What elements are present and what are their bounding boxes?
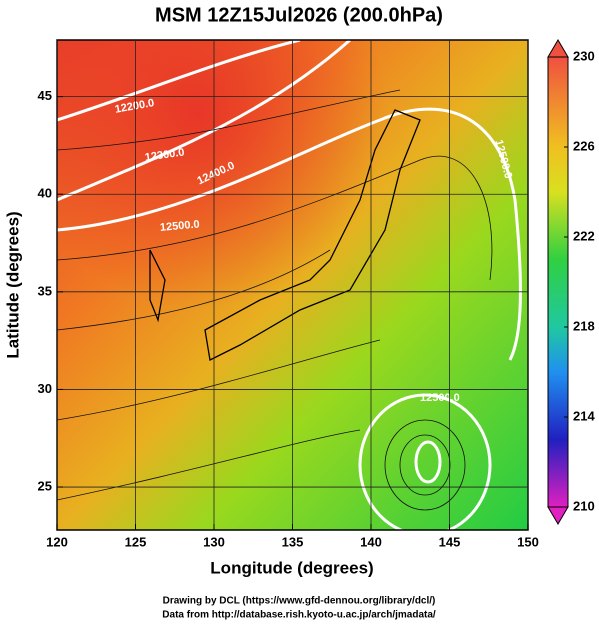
y-tick-label: 40 (38, 186, 52, 201)
colorbar (547, 56, 569, 508)
colorbar-tick-label: 226 (573, 138, 595, 153)
colorbar-tick-label: 210 (573, 498, 595, 513)
x-tick-label: 140 (360, 534, 382, 549)
y-tick-label: 45 (38, 88, 52, 103)
colorbar-tick-label: 214 (573, 408, 595, 423)
x-tick-label: 130 (203, 534, 225, 549)
contour-label: 12500.0 (420, 392, 460, 404)
y-tick-label: 35 (38, 283, 52, 298)
y-tick-label: 30 (38, 381, 52, 396)
x-tick-label: 125 (125, 534, 147, 549)
x-tick-label: 150 (517, 534, 539, 549)
x-axis-label: Longitude (degrees) (210, 558, 373, 577)
credit: Drawing by DCL (https://www.gfd-dennou.o… (163, 596, 436, 607)
colorbar-min-arrow (547, 506, 569, 525)
y-axis-label: Latitude (degrees) (3, 211, 22, 358)
colorbar-tick-label: 230 (573, 48, 595, 63)
x-tick-label: 135 (282, 534, 304, 549)
contour-label: 12300.0 (144, 146, 185, 163)
colorbar-tick-label: 218 (573, 318, 595, 333)
colorbar-tick-label: 222 (573, 228, 595, 243)
colorbar-max-arrow (547, 39, 569, 58)
credit: Data from http://database.rish.kyoto-u.a… (162, 610, 436, 621)
y-tick-label: 25 (38, 478, 52, 493)
x-tick-label: 120 (46, 534, 68, 549)
contour-label: 12500.0 (159, 218, 200, 233)
x-tick-label: 145 (439, 534, 461, 549)
title: MSM 12Z15Jul2026 (200.0hPa) (155, 4, 443, 26)
